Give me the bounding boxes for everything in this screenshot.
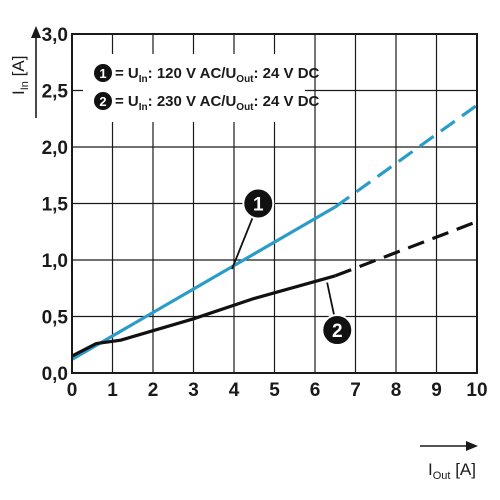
- series-2-dashed-line: [334, 220, 478, 278]
- x-axis-arrow-head: [466, 441, 478, 451]
- tick-labels: 0 1 2 3 4 5 6 7 8 9 100,00,51,01,52,02,53,0: [42, 25, 488, 401]
- annotation-badge-1: [242, 187, 275, 220]
- plot-border: [71, 33, 478, 374]
- y-tick-label: 1,0: [42, 251, 68, 272]
- y-axis-label: IIn [A]: [9, 56, 31, 95]
- plot-frame: [71, 33, 478, 374]
- y-tick-label: 1,5: [42, 195, 69, 216]
- annotation-label-2: 2: [332, 321, 343, 342]
- legend-marker-2: [94, 92, 112, 110]
- series-2-solid-line: [71, 274, 336, 358]
- legend-marker-label: 2: [99, 94, 106, 109]
- y-tick-label: 3,0: [42, 25, 68, 46]
- legend-entry-2: = UIn: 230 V AC/UOut: 24 V DC: [115, 93, 320, 113]
- axis-labels: IIn [A] IOut [A]: [9, 26, 478, 482]
- x-tick-label: 2: [148, 380, 159, 401]
- legend-background: [83, 54, 305, 122]
- y-tick-label: 0,5: [42, 308, 69, 329]
- annotation-leader-2: [326, 282, 336, 316]
- x-tick-label: 1: [107, 380, 118, 401]
- x-tick-label: 9: [431, 380, 442, 401]
- x-tick-label: 6: [310, 380, 321, 401]
- annotation-badge-2: [321, 314, 354, 347]
- x-tick-label: 7: [350, 380, 361, 401]
- legend-entry-1: = UIn: 120 V AC/UOut: 24 V DC: [115, 65, 320, 85]
- series-1-solid-line: [71, 205, 337, 361]
- series-group: [71, 103, 478, 361]
- y-tick-label: 2,5: [42, 82, 69, 103]
- legend-marker-label: 1: [99, 66, 106, 81]
- annotation-leader-1: [231, 217, 254, 270]
- x-tick-label: 3: [188, 380, 199, 401]
- annotation-label-1: 1: [253, 195, 264, 216]
- legend: 1 = UIn: 120 V AC/UOut: 24 V DC 2 = UIn: 23…: [83, 54, 320, 122]
- y-tick-label: 2,0: [42, 138, 68, 159]
- x-tick-label: 5: [269, 380, 280, 401]
- x-axis-label: IOut [A]: [428, 460, 476, 482]
- x-tick-label: 8: [391, 380, 402, 401]
- x-tick-label: 10: [466, 380, 487, 401]
- x-tick-label: 0: [67, 380, 78, 401]
- annotations: 12: [231, 187, 354, 347]
- y-tick-label: 0,0: [42, 364, 68, 385]
- x-tick-label: 4: [229, 380, 240, 401]
- series-1-dashed-line: [334, 103, 478, 209]
- legend-marker-1: [94, 64, 112, 82]
- y-axis-arrow-head: [31, 26, 41, 38]
